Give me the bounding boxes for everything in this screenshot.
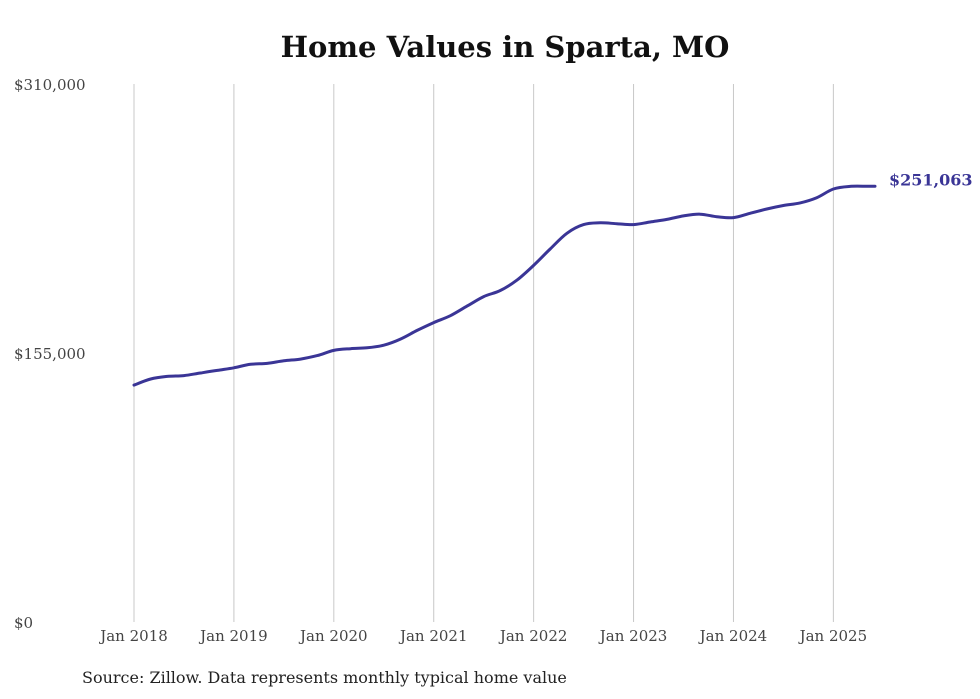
x-tick-label: Jan 2023: [598, 627, 668, 645]
x-tick-label: Jan 2021: [398, 627, 468, 645]
series-line: [132, 184, 877, 387]
x-tick-label: Jan 2020: [298, 627, 368, 645]
chart-title: Home Values in Sparta, MO: [280, 30, 730, 64]
end-value-label: $251,063: [889, 170, 973, 189]
x-tick-label: Jan 2025: [798, 627, 868, 645]
y-tick-label: $0: [14, 614, 33, 632]
y-tick-label: $155,000: [14, 345, 86, 363]
x-tick-label: Jan 2019: [198, 627, 268, 645]
x-tick-label: Jan 2018: [98, 627, 168, 645]
x-tick-label: Jan 2024: [698, 627, 768, 645]
x-tick-label: Jan 2022: [498, 627, 568, 645]
source-note: Source: Zillow. Data represents monthly …: [82, 668, 567, 687]
y-tick-label: $310,000: [14, 76, 86, 94]
